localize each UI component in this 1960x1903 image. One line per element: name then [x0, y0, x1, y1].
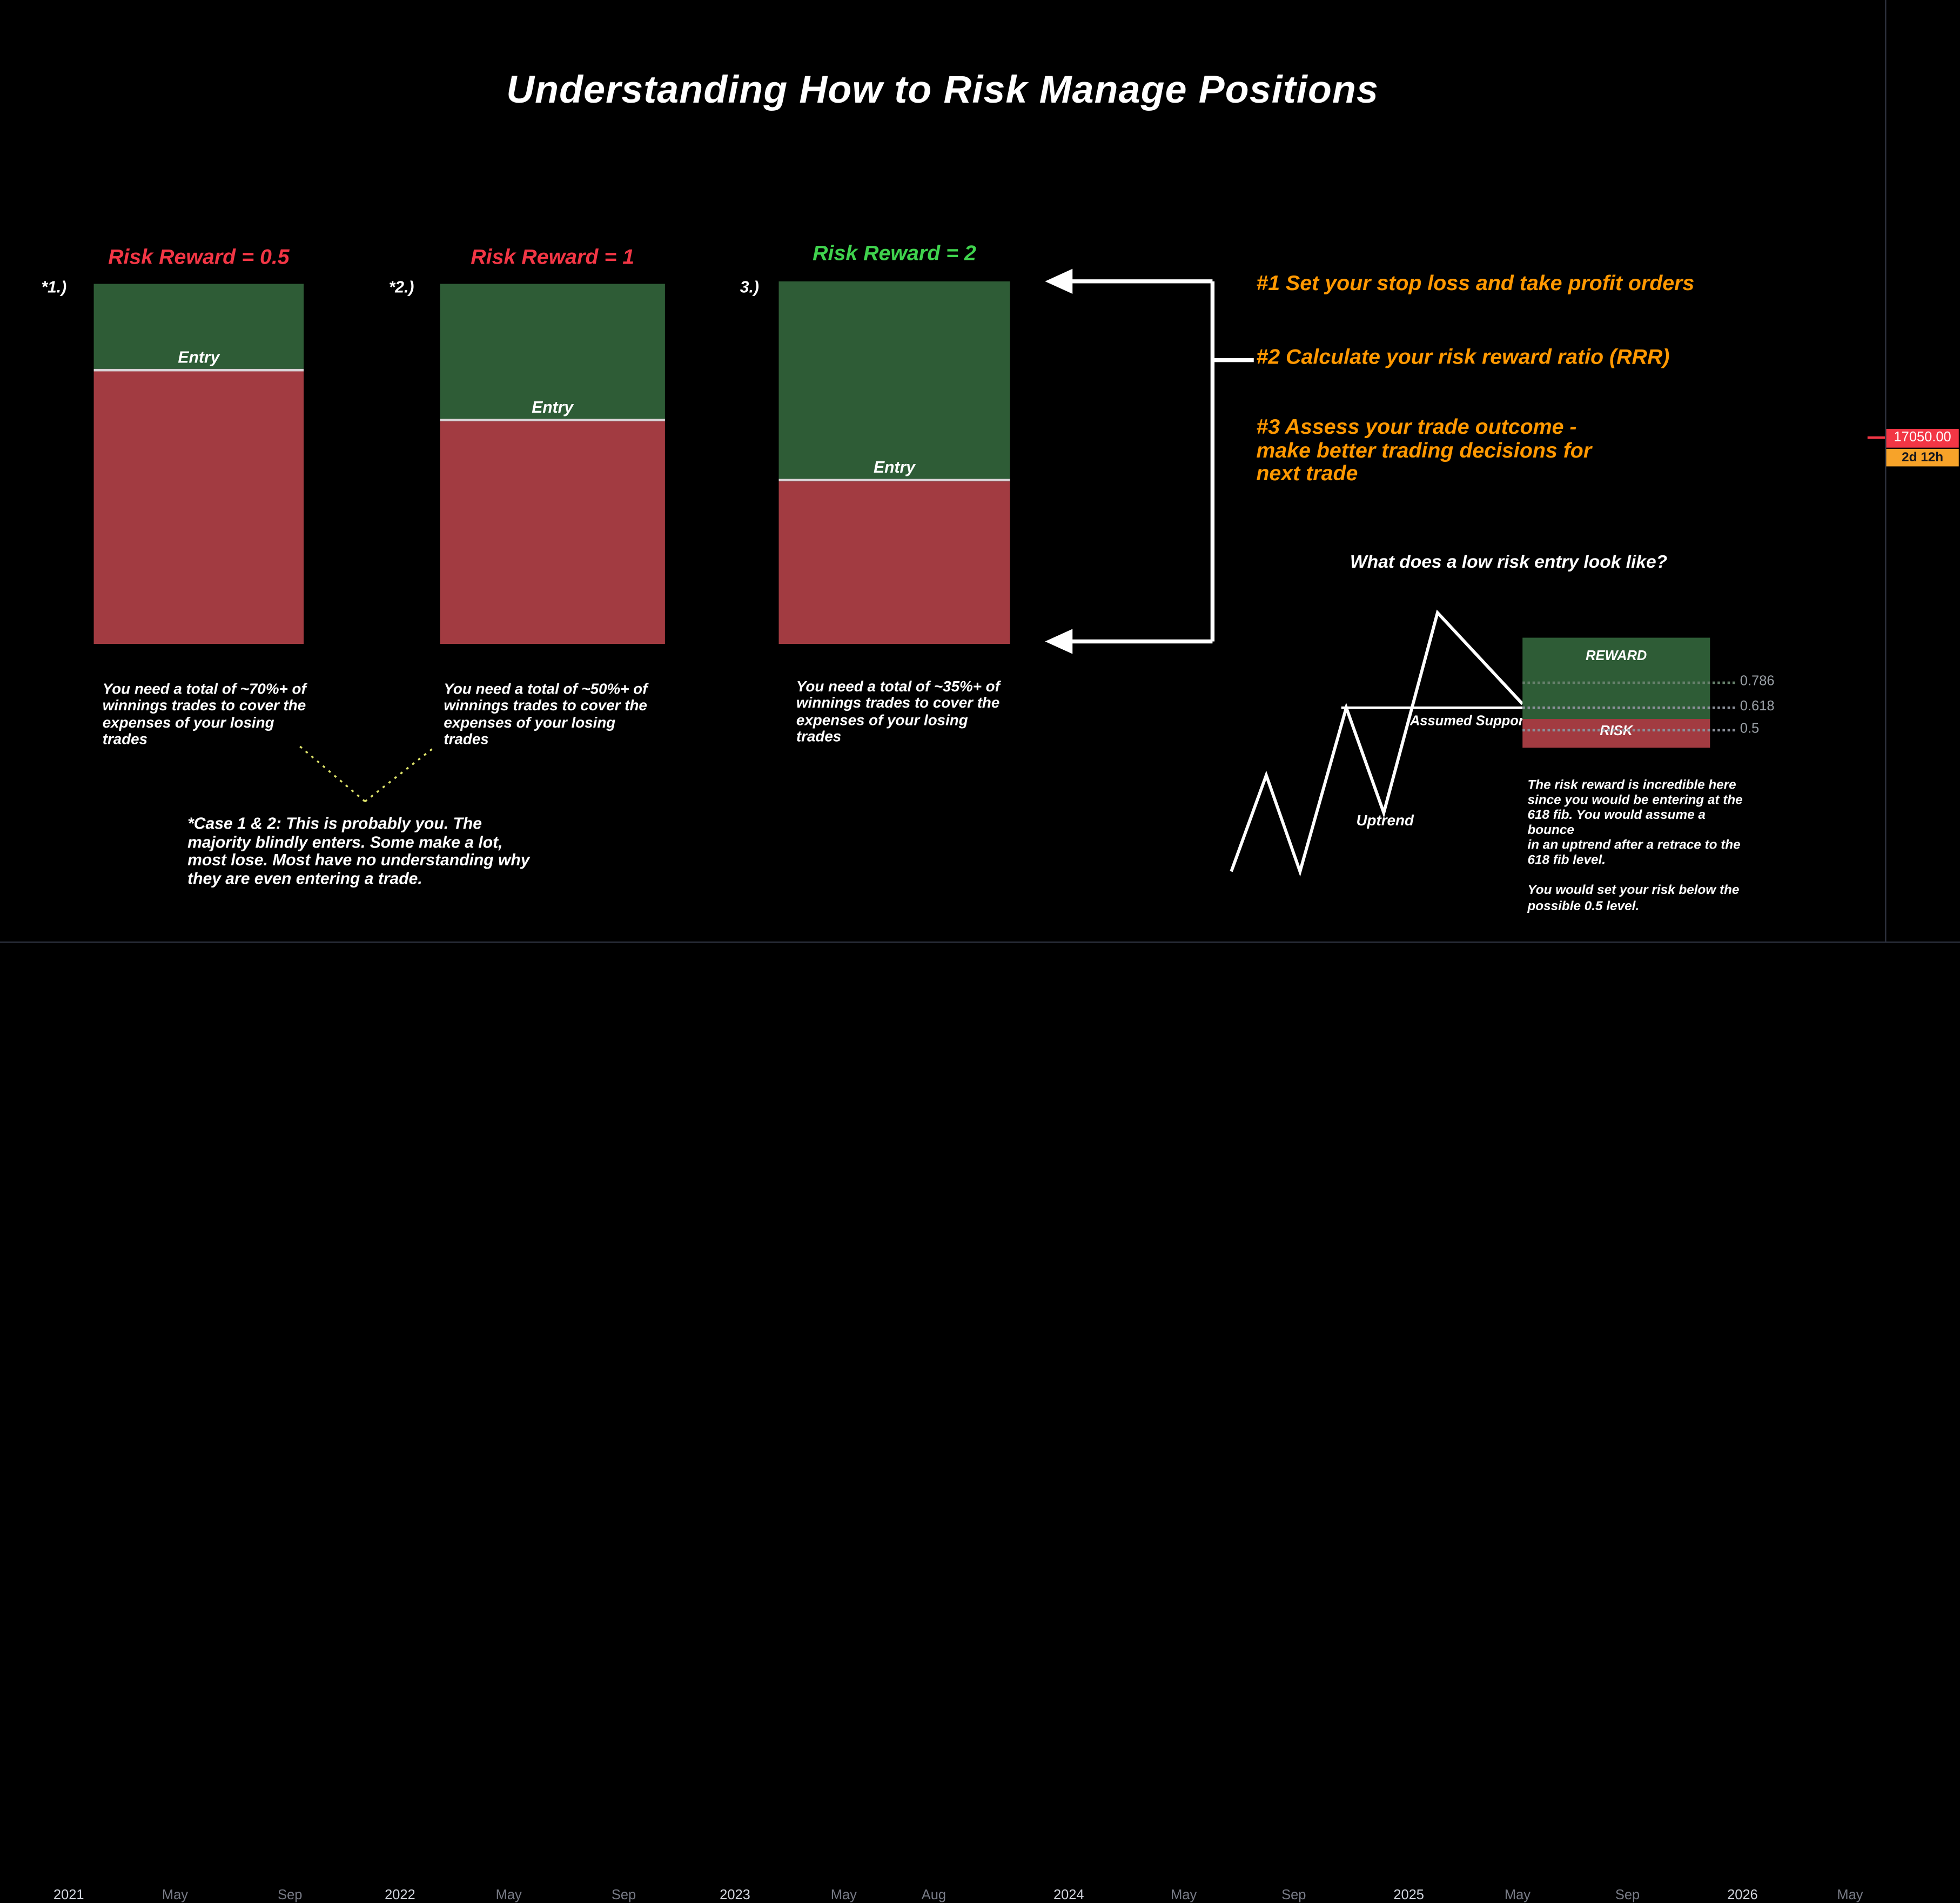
reward-zone: [93, 284, 304, 369]
fib-line-0786: [1522, 681, 1735, 684]
price-axis[interactable]: 56000.00 50000.00 44000.00 40000.00 3600…: [1885, 0, 1960, 942]
risk-zone: [93, 371, 304, 644]
entry-label: Entry: [532, 398, 574, 416]
time-axis[interactable]: 2021 May Sep 2022 May Sep 2023 May Aug 2…: [0, 942, 1960, 1903]
risk-label: RISK: [1600, 724, 1633, 739]
case3-marker: 3.): [740, 277, 759, 297]
time-tick: May: [1504, 1888, 1531, 1903]
fib-line-0618: [1522, 706, 1735, 709]
last-price-badge: 17050.00: [1886, 428, 1959, 448]
fib-line-05: [1522, 729, 1735, 732]
time-tick: 2022: [385, 1888, 415, 1903]
assumed-support-line[interactable]: [1341, 706, 1523, 709]
time-tick: May: [1837, 1888, 1863, 1903]
time-tick: 2026: [1727, 1888, 1758, 1903]
time-tick: Sep: [1615, 1888, 1640, 1903]
reward-zone: [1522, 637, 1710, 719]
case2-marker: *2.): [388, 277, 414, 297]
step-3[interactable]: #3 Assess your trade outcome - make bett…: [1256, 415, 1592, 486]
reward-zone: [778, 281, 1010, 479]
arrow-left-bottom-icon: [1045, 629, 1073, 654]
entry-label: Entry: [178, 347, 220, 367]
arrow-left-top-icon: [1045, 268, 1073, 294]
assumed-support-label: Assumed Support: [1409, 714, 1529, 729]
time-tick: 2023: [720, 1888, 750, 1903]
price-axis-separator: [1885, 0, 1887, 942]
low-risk-question[interactable]: What does a low risk entry look like?: [1350, 553, 1668, 573]
entry-line: [778, 479, 1010, 482]
fib-label-0786: 0.786: [1740, 674, 1775, 689]
fib-commentary[interactable]: The risk reward is incredible here since…: [1527, 777, 1743, 913]
long-position-box-1[interactable]: Entry: [93, 284, 304, 644]
case1-marker: *1.): [41, 277, 67, 297]
case1-title: Risk Reward = 0.5: [108, 245, 290, 269]
time-tick: 2021: [53, 1888, 84, 1903]
uptrend-label: Uptrend: [1356, 811, 1414, 829]
time-tick: May: [495, 1888, 522, 1903]
long-position-box-3[interactable]: Entry: [778, 281, 1010, 644]
entry-label: Entry: [874, 458, 915, 476]
countdown-badge: 2d 12h: [1886, 449, 1959, 467]
uptrend-zigzag-line[interactable]: [1219, 597, 1531, 879]
case1-note[interactable]: You need a total of ~70%+ of winnings tr…: [102, 680, 306, 748]
page-title: Understanding How to Risk Manage Positio…: [506, 67, 1379, 112]
bracket-arrows[interactable]: [1037, 263, 1262, 656]
fib-label-05: 0.5: [1740, 721, 1760, 737]
reward-label: REWARD: [1586, 649, 1647, 664]
risk-zone: [1522, 719, 1710, 748]
time-tick: May: [162, 1888, 188, 1903]
last-price-tick: [1867, 436, 1885, 439]
time-tick: Sep: [1281, 1888, 1306, 1903]
dotted-v-pointer: [299, 745, 434, 803]
case2-title: Risk Reward = 1: [471, 245, 635, 269]
reward-zone: [440, 284, 665, 419]
time-tick: Sep: [611, 1888, 636, 1903]
long-position-box-2[interactable]: Entry: [440, 284, 665, 644]
time-tick: May: [1171, 1888, 1197, 1903]
case3-title: Risk Reward = 2: [813, 241, 976, 265]
time-tick: May: [830, 1888, 857, 1903]
case2-note[interactable]: You need a total of ~50%+ of winnings tr…: [444, 680, 648, 748]
fib-label-0618: 0.618: [1740, 698, 1775, 714]
time-tick: 2025: [1393, 1888, 1424, 1903]
time-axis-separator: [0, 942, 1960, 943]
entry-line: [93, 368, 304, 372]
step-1[interactable]: #1 Set your stop loss and take profit or…: [1256, 271, 1695, 295]
case-commentary[interactable]: *Case 1 & 2: This is probably you. The m…: [187, 813, 530, 887]
fib-position-box[interactable]: REWARD RISK: [1522, 637, 1710, 748]
time-tick: Sep: [278, 1888, 303, 1903]
entry-line: [440, 419, 665, 422]
time-tick: 2024: [1053, 1888, 1084, 1903]
time-tick: Aug: [921, 1888, 947, 1903]
risk-zone: [778, 481, 1010, 644]
case3-note[interactable]: You need a total of ~35%+ of winnings tr…: [796, 677, 1000, 746]
risk-zone: [440, 421, 665, 644]
step-2[interactable]: #2 Calculate your risk reward ratio (RRR…: [1256, 345, 1670, 369]
